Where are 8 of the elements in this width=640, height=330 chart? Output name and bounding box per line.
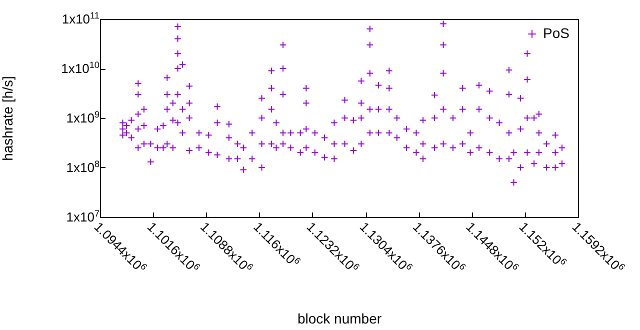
y-tick-label: 1x10$^{7}$: [66, 208, 100, 224]
y-tick-label: 1x10$^{11}$: [62, 10, 100, 26]
x-axis-title: block number: [297, 310, 382, 326]
legend-label: PoS: [543, 25, 570, 41]
y-tick-label: 1x10$^{8}$: [66, 159, 100, 175]
y-tick-label: 1x10$^{9}$: [66, 110, 100, 126]
y-tick-label: 1x10$^{10}$: [61, 60, 100, 76]
y-axis-title: hashrate [h/s]: [0, 76, 16, 161]
